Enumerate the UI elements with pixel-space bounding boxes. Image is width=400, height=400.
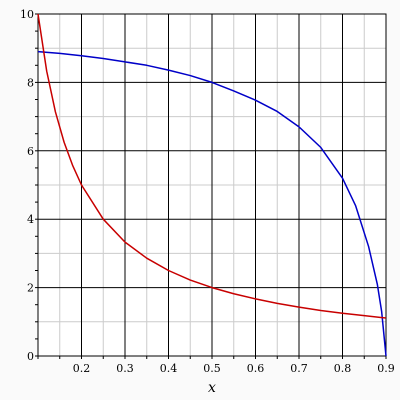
x-tick-label: 0.6 bbox=[247, 362, 265, 375]
series-line-1 bbox=[37, 50, 387, 357]
y-tick-label: 8 bbox=[27, 76, 34, 89]
y-tick-label: 4 bbox=[27, 213, 34, 226]
axes bbox=[35, 13, 387, 359]
series-line-2 bbox=[37, 13, 387, 319]
y-tick-label: 2 bbox=[27, 282, 34, 295]
x-tick-label: 0.2 bbox=[73, 362, 91, 375]
y-tick-label: 10 bbox=[20, 8, 34, 21]
tick-labels: 0.2 0.3 0.4 0.5 0.6 0.7 0.8 0.9 0 2 4 6 8 10 bbox=[20, 8, 395, 375]
x-tick-label: 0.3 bbox=[116, 362, 134, 375]
x-tick-label: 0.8 bbox=[334, 362, 352, 375]
x-tick-label: 0.4 bbox=[160, 362, 178, 375]
series-layer bbox=[37, 13, 387, 357]
x-tick-label: 0.7 bbox=[290, 362, 308, 375]
x-axis-title: x bbox=[208, 380, 216, 396]
y-tick-label: 0 bbox=[27, 350, 34, 363]
y-tick-label: 6 bbox=[27, 145, 34, 158]
x-tick-label: 0.5 bbox=[203, 362, 221, 375]
x-tick-label: 0.9 bbox=[377, 362, 395, 375]
